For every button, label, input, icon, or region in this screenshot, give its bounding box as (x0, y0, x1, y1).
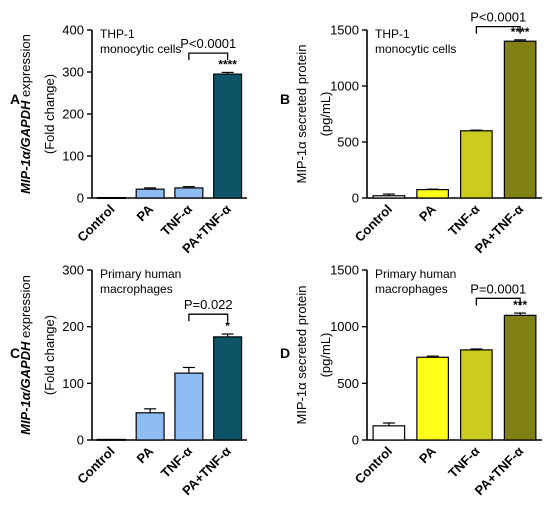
y-tick-label: 300 (62, 65, 84, 80)
x-tick-label: Control (74, 444, 117, 487)
significance-bracket (188, 52, 229, 61)
plot-annotation: macrophages (100, 282, 173, 296)
plot-annotation: macrophages (375, 282, 448, 296)
x-tick-label: TNF-α (158, 444, 195, 481)
bar-2 (174, 372, 204, 441)
p-value-label: P<0.0001 (180, 36, 236, 51)
y-axis-label-italic: MIP-1α/GAPDH (18, 100, 33, 194)
y-axis-label: MIP-1α/GAPDH expression (18, 34, 33, 194)
x-tick-label: PA (416, 201, 439, 224)
p-value-label: P=0.022 (184, 297, 233, 312)
y-tick-label: 0 (352, 433, 359, 448)
bar-2 (174, 187, 204, 199)
bar-0 (372, 195, 406, 199)
x-tick-label: Control (74, 202, 117, 245)
plot-annotation: Primary human (375, 267, 456, 281)
y-axis-label-line2: (Fold change) (42, 74, 57, 154)
panel-letter: D (280, 345, 290, 361)
y-tick-label: 200 (62, 107, 84, 122)
panel-letter: A (10, 91, 20, 107)
y-axis-label-rest: expression (18, 275, 33, 341)
y-axis-label-italic: MIP-1α/GAPDH (18, 341, 33, 435)
plot-annotation: Primary human (100, 267, 181, 281)
significance-stars: **** (218, 57, 237, 71)
y-tick-label: 200 (62, 319, 84, 334)
chart-panel-c: C 0 100 200 300 MIP-1α/GAPDH expression (Fold … (10, 263, 247, 498)
bar-2 (460, 349, 493, 441)
panel-letter: C (10, 345, 20, 361)
x-tick-label: TNF-α (445, 444, 482, 481)
bar-3 (213, 73, 243, 199)
significance-stars: * (225, 319, 230, 333)
significance-bracket (188, 313, 229, 322)
bar-3 (503, 40, 537, 199)
significance-bracket (475, 297, 521, 306)
bar-1 (416, 189, 449, 199)
y-tick-label: 1500 (330, 263, 359, 278)
y-tick-label: 1500 (330, 23, 359, 38)
chart-panel-b: B 0 500 1000 1500 MIP-1α secreted protein (pg/… (280, 10, 542, 256)
plot-annotation: THP-1 (375, 27, 410, 41)
y-axis-label: MIP-1α secreted protein (294, 44, 309, 183)
y-tick-label: 0 (77, 191, 84, 206)
y-tick-label: 100 (62, 149, 84, 164)
x-tick-label: TNF-α (158, 202, 195, 239)
bar-0 (96, 196, 126, 199)
chart-panel-a: A 0 100 200 300 400 MIP-1α/GAPDH expression (Fo… (10, 23, 247, 256)
plot-annotation: THP-1 (100, 27, 135, 41)
plot-annotation: monocytic cells (100, 42, 181, 56)
bar-3 (213, 336, 243, 441)
y-tick-label: 0 (352, 191, 359, 206)
y-tick-label: 400 (62, 23, 84, 38)
y-tick-label: 1000 (330, 79, 359, 94)
significance-bracket (475, 25, 521, 34)
x-tick-label: PA (134, 201, 157, 224)
y-tick-label: 300 (62, 263, 84, 278)
bar-2 (460, 130, 493, 199)
y-axis-label-line2: (pg/mL) (318, 333, 333, 378)
y-axis-label: MIP-1α/GAPDH expression (18, 275, 33, 435)
y-tick-label: 500 (337, 376, 359, 391)
y-axis-label-line2: (pg/mL) (318, 92, 333, 137)
x-tick-label: TNF-α (445, 202, 482, 239)
y-tick-label: 100 (62, 376, 84, 391)
x-tick-label: PA (134, 443, 157, 466)
y-axis-label: MIP-1α secreted protein (294, 285, 309, 424)
bar-1 (135, 188, 165, 199)
bar-0 (96, 438, 126, 441)
chart-panel-d: D 0 500 1000 1500 MIP-1α secreted protein (pg/… (280, 263, 542, 498)
bar-1 (416, 356, 449, 441)
x-tick-label: Control (352, 202, 395, 245)
bar-1 (135, 412, 165, 441)
x-tick-label: PA (416, 443, 439, 466)
p-value-label: P=0.0001 (470, 281, 526, 296)
y-axis-label-rest: expression (18, 34, 33, 100)
y-axis-label-line2: (Fold change) (42, 315, 57, 395)
y-tick-label: 0 (77, 433, 84, 448)
y-tick-label: 1000 (330, 319, 359, 334)
plot-annotation: monocytic cells (375, 42, 456, 56)
x-tick-label: Control (352, 444, 395, 487)
bar-3 (503, 314, 537, 441)
y-tick-label: 500 (337, 135, 359, 150)
bar-0 (372, 425, 406, 441)
panel-letter: B (280, 91, 290, 107)
p-value-label: P<0.0001 (470, 10, 526, 25)
